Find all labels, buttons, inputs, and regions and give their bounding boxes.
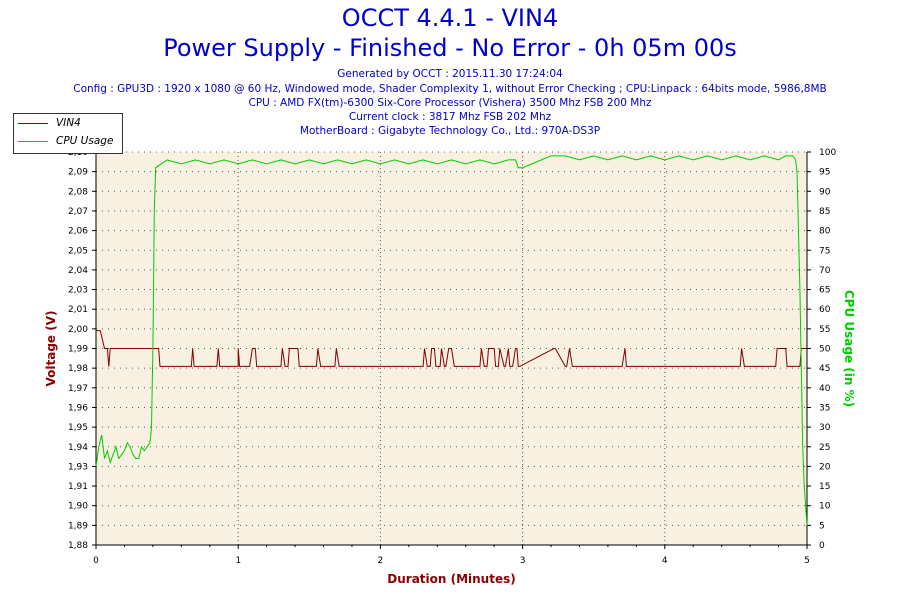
y-right-tick-label: 90	[819, 187, 831, 197]
cpu-line: CPU : AMD FX(tm)-6300 Six-Core Processor…	[248, 97, 652, 109]
chart-subtitle: Power Supply - Finished - No Error - 0h …	[163, 34, 737, 62]
y-left-tick-label: 1,96	[68, 403, 88, 413]
y-left-tick-label: 1,99	[68, 345, 88, 355]
y-right-tick-label: 25	[819, 443, 830, 453]
y-left-tick-label: 2,05	[68, 246, 88, 256]
legend-label-vin4: VIN4	[56, 117, 81, 129]
y-left-tick-label: 1,97	[68, 384, 88, 394]
y-left-tick-label: 2,00	[68, 325, 88, 335]
x-tick-label: 0	[93, 556, 99, 566]
legend-item-cpu-usage: CPU Usage	[18, 135, 118, 149]
y-right-tick-label: 100	[819, 148, 836, 158]
y-left-tick-label: 1,93	[68, 462, 88, 472]
y-left-tick-label: 1,90	[68, 502, 88, 512]
x-tick-label: 4	[662, 556, 668, 566]
clock-line: Current clock : 3817 Mhz FSB 202 Mhz	[348, 111, 552, 123]
y-left-tick-label: 2,03	[68, 286, 88, 296]
legend-swatch-cpu-usage	[18, 141, 48, 142]
x-tick-label: 3	[520, 556, 526, 566]
x-tick-label: 1	[235, 556, 241, 566]
legend-item-vin4: VIN4	[18, 117, 118, 131]
y-right-tick-label: 5	[819, 521, 825, 531]
y-left-tick-label: 1,91	[68, 482, 88, 492]
y-left-tick-label: 1,89	[68, 521, 88, 531]
y-left-tick-label: 2,06	[68, 227, 88, 237]
chart-legend: VIN4 CPU Usage	[13, 113, 123, 154]
y-left-tick-label: 2,09	[68, 168, 88, 178]
y-right-tick-label: 10	[819, 502, 831, 512]
config-line: Config : GPU3D : 1920 x 1080 @ 60 Hz, Wi…	[73, 83, 827, 95]
x-tick-label: 2	[378, 556, 384, 566]
y-right-tick-label: 75	[819, 246, 830, 256]
x-axis-label: Duration (Minutes)	[387, 572, 515, 586]
y-right-tick-label: 50	[819, 345, 831, 355]
y-right-tick-label: 95	[819, 168, 830, 178]
y-right-tick-label: 70	[819, 266, 831, 276]
y-left-tick-label: 1,94	[68, 443, 88, 453]
legend-swatch-vin4	[18, 123, 48, 124]
y-right-tick-label: 85	[819, 207, 830, 217]
y-right-tick-label: 55	[819, 325, 830, 335]
y-right-tick-label: 45	[819, 364, 830, 374]
y-right-tick-label: 60	[819, 305, 831, 315]
y-left-axis-label: Voltage (V)	[44, 311, 58, 387]
y-left-tick-label: 2,08	[68, 187, 88, 197]
y-right-tick-label: 30	[819, 423, 831, 433]
y-right-tick-label: 15	[819, 482, 830, 492]
series-line-cpu-usage	[95, 155, 808, 526]
x-tick-label: 5	[804, 556, 810, 566]
motherboard-line: MotherBoard : Gigabyte Technology Co., L…	[299, 125, 601, 137]
legend-label-cpu-usage: CPU Usage	[56, 135, 114, 147]
y-right-axis-label: CPU Usage (in %)	[842, 290, 856, 407]
y-left-tick-label: 2,07	[68, 207, 88, 217]
y-right-tick-label: 40	[819, 384, 831, 394]
y-right-tick-label: 35	[819, 403, 830, 413]
y-left-tick-label: 1,95	[68, 423, 88, 433]
y-left-tick-label: 2,04	[68, 266, 88, 276]
chart-title: OCCT 4.4.1 - VIN4	[341, 4, 559, 32]
y-right-tick-label: 65	[819, 286, 830, 296]
y-right-tick-label: 80	[819, 227, 831, 237]
y-right-tick-label: 20	[819, 462, 831, 472]
series-line-vin4	[96, 330, 807, 367]
y-left-tick-label: 1,88	[68, 541, 88, 551]
y-left-tick-label: 1,98	[68, 364, 88, 374]
generated-line: Generated by OCCT : 2015.11.30 17:24:04	[337, 68, 563, 80]
y-left-tick-label: 2,01	[68, 305, 88, 315]
y-right-tick-label: 0	[819, 541, 825, 551]
